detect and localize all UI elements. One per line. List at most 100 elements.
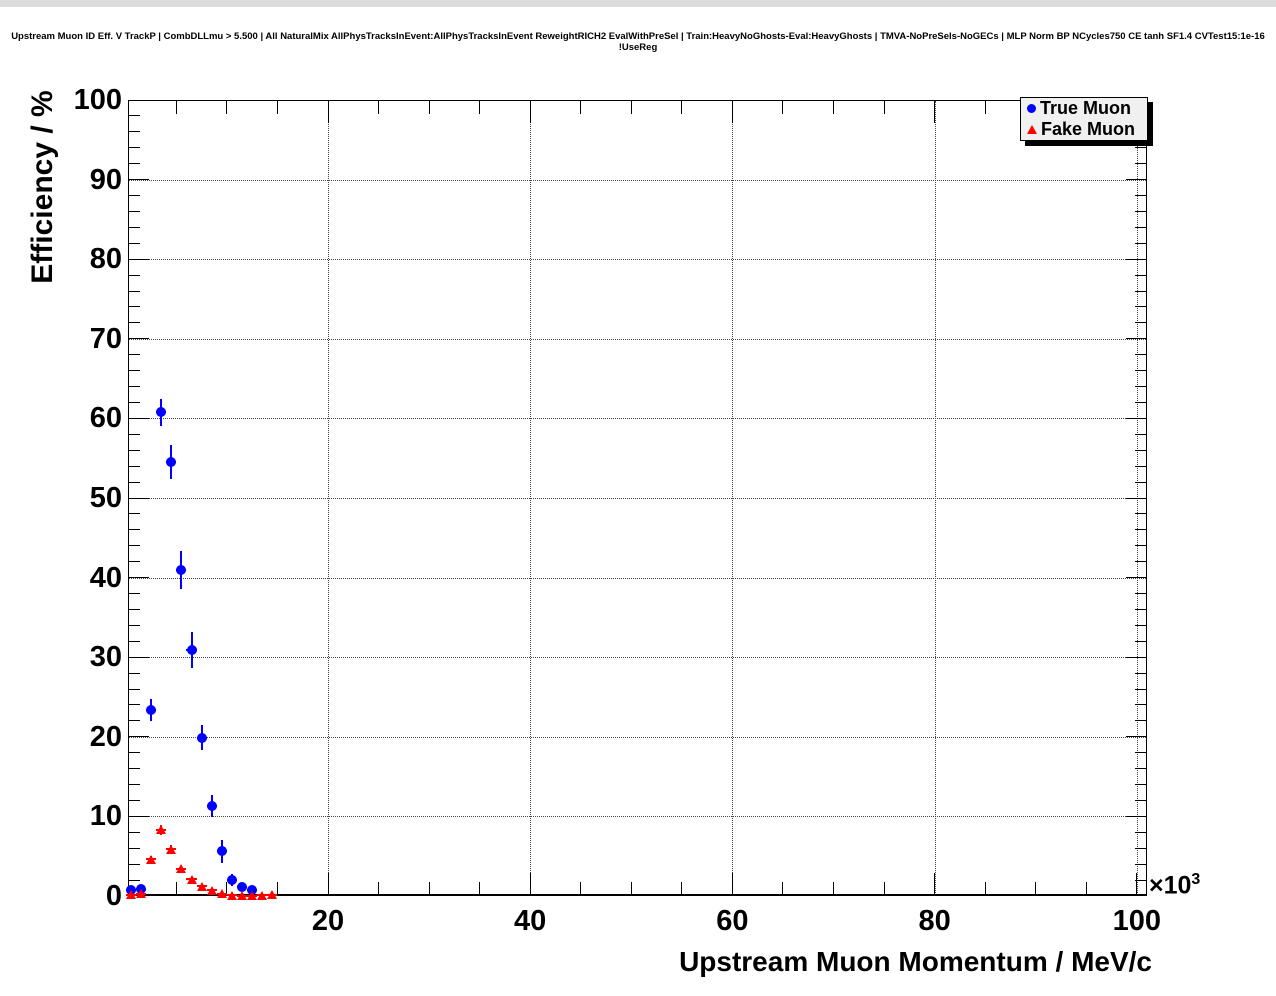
y-minor-tick-right: [1135, 433, 1146, 435]
x-minor-tick-bottom: [1035, 882, 1037, 895]
y-major-tick-left: [129, 179, 149, 181]
y-major-tick-left: [129, 736, 149, 738]
y-minor-tick-left: [129, 513, 140, 515]
x-minor-tick-bottom: [175, 882, 177, 895]
h-gridline: [129, 657, 1146, 659]
y-major-tick-left: [129, 656, 149, 658]
y-tick-label: 90: [89, 163, 122, 196]
x-minor-tick-top: [883, 101, 885, 114]
x-minor-tick-top: [378, 101, 380, 114]
v-gridline: [934, 101, 936, 895]
x-minor-tick-bottom: [479, 882, 481, 895]
y-minor-tick-right: [1135, 593, 1146, 595]
plot-frame: [128, 100, 1147, 896]
data-point-fake-muon: [267, 890, 278, 900]
data-point-fake-muon: [176, 864, 187, 874]
x-minor-tick-top: [681, 101, 683, 114]
x-minor-tick-top: [428, 101, 430, 114]
data-point-fake-muon: [146, 854, 157, 864]
x-major-tick-bottom: [731, 873, 733, 895]
y-major-tick-right: [1126, 736, 1146, 738]
y-minor-tick-right: [1135, 688, 1146, 690]
y-minor-tick-left: [129, 640, 140, 642]
y-tick-label: 70: [89, 322, 122, 355]
x-tick-label: 80: [918, 905, 951, 937]
y-minor-tick-left: [129, 768, 140, 770]
y-minor-tick-right: [1135, 354, 1146, 356]
data-point-true-muon: [247, 884, 258, 895]
y-tick-label: 60: [89, 402, 122, 435]
y-major-tick-right: [1126, 815, 1146, 817]
y-minor-tick-left: [129, 226, 140, 228]
y-major-tick-right: [1126, 497, 1146, 499]
y-minor-tick-right: [1135, 768, 1146, 770]
v-gridline: [732, 101, 734, 895]
y-major-tick-left: [129, 577, 149, 579]
y-minor-tick-right: [1135, 720, 1146, 722]
data-point-fake-muon: [216, 889, 227, 899]
x-major-tick-top: [327, 101, 329, 123]
y-minor-tick-right: [1135, 481, 1146, 483]
y-minor-tick-left: [129, 593, 140, 595]
x-minor-tick-bottom: [782, 882, 784, 895]
data-point-fake-muon: [125, 890, 136, 900]
data-point-true-muon: [196, 732, 207, 743]
y-major-tick-right: [1126, 417, 1146, 419]
y-major-tick-left: [129, 417, 149, 419]
y-minor-tick-left: [129, 163, 140, 165]
y-minor-tick-right: [1135, 401, 1146, 403]
y-minor-tick-right: [1135, 163, 1146, 165]
data-point-true-muon: [135, 883, 146, 894]
x-minor-tick-bottom: [883, 882, 885, 895]
y-minor-tick-right: [1135, 608, 1146, 610]
x-minor-tick-top: [226, 101, 228, 114]
y-minor-tick-left: [129, 131, 140, 133]
y-minor-tick-right: [1135, 290, 1146, 292]
h-gridline: [129, 418, 1146, 420]
legend-entry-true-muon: True Muon: [1021, 98, 1147, 119]
x-tick-label: 20: [311, 905, 345, 937]
y-minor-tick-right: [1135, 513, 1146, 515]
y-minor-tick-left: [129, 306, 140, 308]
x-tick-label: 60: [716, 905, 749, 937]
y-minor-tick-left: [129, 195, 140, 197]
x-minor-tick-bottom: [276, 882, 278, 895]
x-major-tick-bottom: [529, 873, 531, 895]
x-minor-tick-bottom: [833, 882, 834, 895]
y-major-tick-left: [129, 258, 149, 260]
h-gridline: [129, 498, 1146, 499]
y-minor-tick-left: [129, 354, 140, 356]
data-point-fake-muon: [237, 891, 248, 901]
y-minor-tick-left: [129, 847, 140, 849]
data-point-true-muon: [226, 875, 237, 886]
y-minor-tick-left: [129, 704, 140, 706]
data-point-true-muon: [176, 564, 187, 575]
y-minor-tick-left: [129, 386, 140, 388]
y-minor-tick-right: [1135, 274, 1146, 276]
y-minor-tick-right: [1135, 624, 1146, 626]
legend-label-fake-muon: Fake Muon: [1041, 119, 1136, 139]
x-minor-tick-top: [580, 101, 582, 114]
y-axis-title: Efficiency / %: [26, 90, 59, 284]
y-minor-tick-right: [1135, 210, 1146, 212]
y-tick-label: 0: [105, 880, 122, 912]
y-minor-tick-right: [1135, 784, 1146, 786]
y-minor-tick-left: [129, 624, 140, 626]
y-minor-tick-right: [1135, 799, 1146, 801]
y-minor-tick-right: [1135, 370, 1146, 372]
data-point-true-muon: [125, 884, 136, 895]
y-major-tick-right: [1126, 338, 1146, 340]
data-point-true-muon: [237, 882, 248, 893]
y-minor-tick-left: [129, 608, 140, 610]
legend-entry-fake-muon: Fake Muon: [1021, 119, 1147, 140]
y-tick-label: 30: [89, 641, 122, 674]
y-major-tick-left: [129, 338, 149, 340]
data-point-true-muon: [216, 846, 227, 857]
x-major-tick-top: [529, 101, 531, 123]
y-minor-tick-left: [129, 210, 140, 212]
h-gridline: [129, 816, 1146, 818]
y-minor-tick-right: [1135, 322, 1146, 324]
x-major-tick-bottom: [1136, 873, 1138, 895]
y-tick-label: 80: [89, 243, 122, 276]
y-major-tick-right: [1126, 258, 1146, 260]
